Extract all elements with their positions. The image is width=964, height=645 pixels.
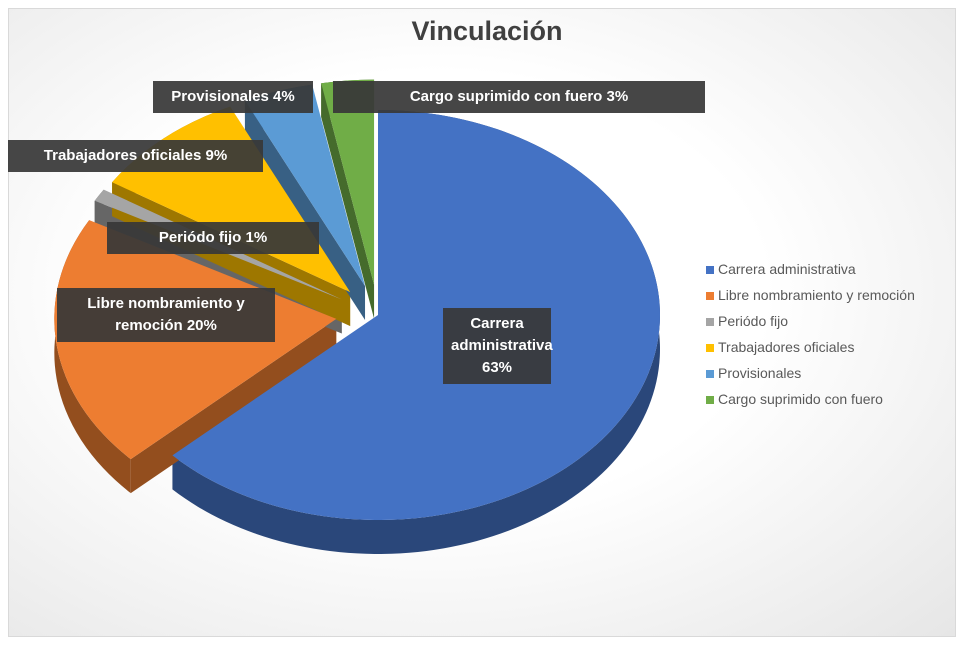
legend-label: Trabajadores oficiales: [718, 339, 855, 355]
slice-side: [172, 110, 661, 554]
legend-entry: Libre nombramiento y remoción: [706, 287, 915, 303]
data-label: Cargo suprimido con fuero 3%: [333, 81, 705, 113]
legend-label: Cargo suprimido con fuero: [718, 391, 883, 407]
legend-swatch: [706, 344, 714, 352]
legend-entry: Provisionales: [706, 365, 801, 381]
legend-entry: Cargo suprimido con fuero: [706, 391, 883, 407]
data-label-category: Cargo suprimido con fuero: [409, 88, 603, 105]
legend-swatch: [706, 266, 714, 274]
data-label: Provisionales 4%: [153, 81, 313, 113]
legend-label: Provisionales: [718, 365, 802, 381]
legend-label: Libre nombramiento y remoción: [718, 287, 915, 303]
slice-side: [54, 220, 131, 494]
slice-radial-side: [244, 100, 366, 320]
legend-swatch: [706, 318, 714, 326]
legend-entry: Periódo fijo: [706, 313, 788, 329]
slice-radial-side: [321, 83, 375, 319]
legend-label: Carrera administrativa: [718, 261, 856, 277]
data-label-category: Carrera administrativa: [451, 315, 553, 354]
data-label-category: Trabajadores oficiales: [43, 147, 202, 164]
data-label-value: 4%: [273, 88, 295, 105]
data-label-category: Libre nombramiento y remoción: [87, 295, 245, 334]
data-label-value: 9%: [205, 147, 228, 164]
slice: [244, 84, 366, 286]
slice: [321, 79, 375, 285]
legend-entry: Trabajadores oficiales: [706, 339, 854, 355]
legend-swatch: [706, 396, 714, 404]
slice: [172, 110, 661, 520]
data-label-value: 63%: [481, 359, 513, 376]
data-label: Carrera administrativa 63%: [443, 308, 553, 384]
legend-entry: Carrera administrativa: [706, 261, 856, 277]
data-label: Periódo fijo 1%: [107, 222, 319, 254]
legend-swatch: [706, 370, 714, 378]
data-label: Libre nombramiento y remoción 20%: [57, 288, 275, 342]
data-label-category: Periódo fijo: [158, 229, 242, 246]
data-label-value: 1%: [245, 229, 268, 246]
data-label-category: Provisionales: [171, 88, 269, 105]
data-label: Trabajadores oficiales 9%: [8, 140, 263, 172]
legend-swatch: [706, 292, 714, 300]
chart-title: Vinculación: [411, 16, 563, 46]
legend-label: Periódo fijo: [718, 313, 789, 329]
data-label-value: 3%: [606, 88, 629, 105]
data-label-value: 20%: [186, 317, 217, 334]
